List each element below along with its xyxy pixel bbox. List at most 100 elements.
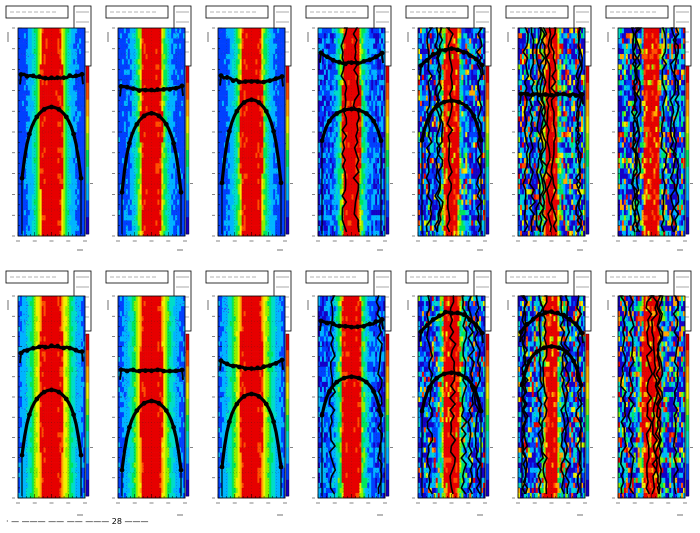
heatmap-cell [29, 64, 33, 70]
heatmap-cell [321, 48, 325, 55]
palette-swatch [286, 200, 289, 218]
heatmap-cell [129, 90, 133, 96]
heatmap-cell [83, 184, 86, 190]
heatmap-cell [155, 215, 158, 221]
heatmap-cell [181, 116, 184, 122]
heatmap-cell [243, 142, 246, 148]
heatmap-cell [35, 215, 39, 221]
heatmap-cell [39, 168, 42, 174]
heatmap-cell [273, 184, 276, 190]
heatmap-cell [247, 43, 250, 50]
heatmap-cell [265, 43, 268, 50]
heatmap-cell [235, 132, 239, 138]
heatmap-cell [133, 116, 137, 122]
heatmap-cell [33, 111, 37, 117]
heatmap-cell [139, 137, 142, 143]
heatmap-cell [259, 116, 262, 122]
heatmap-cell [125, 69, 129, 76]
heatmap-cell [169, 80, 172, 86]
heatmap-cell [249, 178, 252, 185]
heatmap-cell [151, 90, 154, 96]
heatmap-cell [135, 74, 139, 81]
heatmap-cell [71, 230, 74, 237]
heatmap-cell [165, 147, 168, 154]
heatmap-cell [249, 48, 252, 55]
heatmap-cell [251, 168, 254, 174]
heatmap-cell [151, 121, 154, 128]
heatmap-cell [257, 184, 260, 190]
heatmap-cell [67, 48, 70, 55]
heatmap-cell [335, 100, 339, 107]
heatmap-cell [69, 230, 72, 237]
heatmap-cell [43, 54, 46, 60]
heatmap-cell [161, 137, 164, 143]
heatmap-cell [273, 116, 276, 122]
heatmap-cell [223, 126, 227, 133]
heatmap-cell [151, 116, 154, 122]
heatmap-cell [227, 210, 231, 216]
heatmap-cell [169, 158, 172, 164]
heatmap-cell [237, 152, 240, 159]
heatmap-cell [157, 178, 160, 185]
heatmap-cell [243, 69, 246, 76]
heatmap-cell [227, 168, 231, 174]
heatmap-cell [61, 189, 64, 195]
heatmap-cell [319, 142, 323, 148]
heatmap-cell [261, 215, 264, 221]
heatmap-cell [239, 173, 242, 180]
heatmap-cell [263, 230, 266, 237]
heatmap-cell [149, 33, 152, 39]
heatmap-cell [161, 168, 164, 174]
heatmap-cell [121, 116, 125, 122]
heatmap-cell [259, 28, 262, 34]
heatmap-cell [255, 152, 258, 159]
heatmap-cell [35, 69, 39, 76]
heatmap-cell [59, 204, 62, 211]
heatmap-cell [153, 158, 156, 164]
heatmap-cell [239, 178, 242, 185]
scatter-point [124, 151, 126, 153]
scatter-point [279, 134, 281, 136]
heatmap-cell [157, 158, 160, 164]
heatmap-cell [181, 199, 184, 206]
heatmap-cell [257, 178, 260, 185]
heatmap-cell [127, 74, 131, 81]
heatmap-cell [325, 69, 329, 76]
heatmap-cell [219, 215, 223, 221]
heatmap-cell [31, 132, 35, 138]
heatmap-cell [149, 90, 152, 96]
heatmap-cell [139, 28, 142, 34]
heatmap-cell [175, 116, 178, 122]
heatmap-cell [225, 168, 229, 174]
heatmap-cell [119, 48, 123, 55]
heatmap-cell [283, 220, 286, 226]
heatmap-cell [173, 178, 176, 185]
heatmap-cell [155, 147, 158, 154]
heatmap-cell [129, 106, 133, 112]
heatmap-cell [157, 230, 160, 237]
heatmap-cell [159, 90, 162, 96]
heatmap-cell [275, 184, 278, 190]
heatmap-cell [39, 210, 42, 216]
heatmap-cell [269, 132, 272, 138]
heatmap-cell [183, 90, 186, 96]
heatmap-cell [283, 85, 286, 91]
heatmap-cell [119, 173, 123, 180]
heatmap-cell [225, 210, 229, 216]
heatmap-cell [255, 147, 258, 154]
heatmap-cell [243, 116, 246, 122]
heatmap-cell [171, 204, 174, 211]
heatmap-cell [167, 48, 170, 55]
heatmap-cell [118, 152, 121, 159]
heatmap-cell [29, 33, 33, 39]
heatmap-cell [125, 163, 129, 169]
heatmap-cell [333, 106, 337, 112]
heatmap-cell [229, 69, 233, 76]
heatmap-cell [267, 132, 270, 138]
heatmap-cell [49, 158, 52, 164]
heatmap-cell [277, 173, 280, 180]
heatmap-cell [59, 163, 62, 169]
heatmap-cell [239, 163, 242, 169]
heatmap-cell [143, 158, 146, 164]
heatmap-cell [119, 147, 123, 154]
